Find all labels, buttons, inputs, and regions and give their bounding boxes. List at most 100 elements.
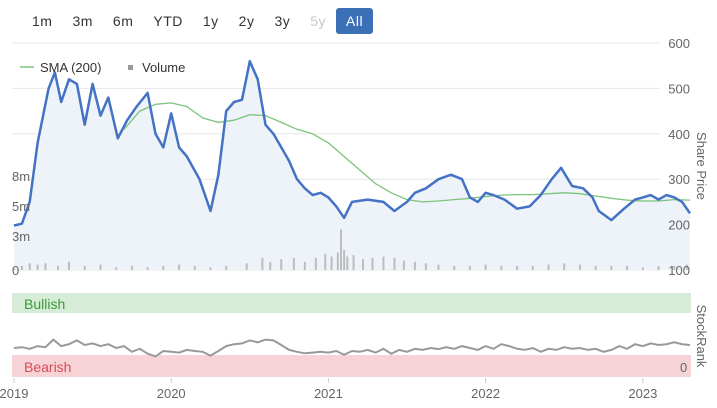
volume-bar — [209, 267, 212, 270]
volume-bar — [280, 259, 283, 270]
volume-bar — [352, 255, 355, 270]
volume-bar — [330, 256, 333, 270]
volume-bar — [178, 264, 181, 270]
bearish-label: Bearish — [24, 359, 71, 375]
volume-bar — [324, 253, 327, 270]
volume-bar — [261, 257, 264, 270]
range-button-3m[interactable]: 3m — [72, 13, 93, 29]
range-selector: 1m 3m 6m YTD 1y 2y 3y 5y All — [22, 8, 374, 34]
price-area-fill — [14, 61, 690, 271]
volume-tick-label: 3m — [12, 229, 30, 244]
volume-bar — [36, 264, 39, 270]
volume-bar — [99, 264, 102, 270]
volume-bar — [245, 263, 248, 270]
volume-bar — [115, 267, 118, 270]
x-tick-label: 2022 — [471, 386, 500, 401]
volume-bar — [547, 264, 550, 270]
volume-bar — [594, 265, 597, 270]
volume-bar — [336, 252, 339, 270]
range-button-all[interactable]: All — [336, 8, 374, 34]
x-tick-label: 2020 — [157, 386, 186, 401]
stockrank-zero-tick: 0 — [680, 360, 687, 375]
range-button-3y[interactable]: 3y — [274, 13, 291, 29]
volume-bar — [484, 264, 487, 270]
price-tick-label: 200 — [668, 218, 690, 233]
volume-bar — [269, 261, 272, 270]
volume-bar — [468, 265, 471, 270]
volume-bar — [83, 265, 86, 270]
x-tick-label: 2021 — [314, 386, 343, 401]
volume-bar — [685, 264, 688, 270]
volume-bar — [314, 257, 317, 270]
range-button-1y[interactable]: 1y — [202, 13, 219, 29]
volume-tick-label: 8m — [12, 169, 30, 184]
volume-axis: 8m 5m 3m 0 — [12, 169, 30, 278]
bearish-band — [12, 355, 691, 377]
volume-bar — [162, 265, 165, 270]
range-button-2y[interactable]: 2y — [238, 13, 255, 29]
price-tick-label: 300 — [668, 172, 690, 187]
volume-bar — [437, 264, 440, 270]
volume-bar — [20, 265, 23, 270]
legend-sma-label: SMA (200) — [40, 60, 101, 75]
bullish-band — [12, 293, 691, 313]
volume-bar — [413, 261, 416, 270]
volume-bar — [673, 265, 676, 270]
range-button-ytd[interactable]: YTD — [153, 13, 183, 29]
volume-bar — [28, 263, 31, 270]
volume-bar — [453, 265, 456, 270]
range-button-5y: 5y — [310, 13, 327, 29]
stockrank-line-path — [13, 338, 691, 358]
x-tick-label: 2023 — [628, 386, 657, 401]
volume-bar — [382, 256, 385, 270]
volume-bar — [610, 265, 613, 270]
volume-bar — [657, 265, 660, 270]
sma-line — [123, 102, 691, 203]
volume-bar — [292, 257, 295, 270]
price-area-path — [14, 61, 690, 271]
price-axis-title: Share Price — [694, 132, 709, 200]
volume-bars — [13, 229, 688, 270]
volume-bar — [402, 260, 405, 270]
volume-bar — [57, 265, 60, 270]
price-tick-label: 400 — [668, 127, 690, 142]
volume-bar — [578, 264, 581, 270]
price-tick-label: 500 — [668, 81, 690, 96]
volume-bar — [362, 259, 365, 270]
volume-bar — [146, 267, 149, 270]
volume-bar — [626, 265, 629, 270]
volume-bar — [303, 261, 306, 270]
volume-bar — [500, 265, 503, 270]
volume-bar — [346, 256, 349, 270]
volume-bar — [343, 249, 346, 270]
bullish-label: Bullish — [24, 296, 65, 312]
volume-bar — [44, 263, 47, 270]
x-axis: 2019 2020 2021 2022 2023 — [0, 378, 657, 401]
volume-bar — [563, 263, 566, 270]
price-line — [13, 59, 692, 227]
volume-tick-label: 5m — [12, 199, 30, 214]
volume-bar — [130, 265, 133, 270]
volume-bar — [13, 268, 15, 270]
range-button-1m[interactable]: 1m — [32, 13, 53, 29]
range-button-6m[interactable]: 6m — [112, 13, 134, 29]
legend-volume-label: Volume — [142, 60, 185, 75]
price-tick-label: 100 — [668, 263, 690, 278]
legend-volume-swatch — [128, 65, 133, 70]
stockrank-line — [13, 338, 691, 358]
volume-bar — [516, 265, 519, 270]
price-tick-label: 600 — [668, 36, 690, 51]
price-line-path — [13, 59, 692, 227]
volume-bar — [225, 265, 228, 270]
volume-bar — [193, 265, 196, 270]
price-axis: 600 500 400 300 200 100 — [668, 36, 690, 278]
stockrank-axis-title: StockRank — [694, 305, 709, 368]
volume-bar — [531, 265, 534, 270]
volume-bar — [641, 267, 644, 270]
legend: SMA (200) Volume — [20, 60, 185, 75]
volume-tick-label: 0 — [12, 263, 19, 278]
volume-bar — [371, 257, 374, 270]
sma-line-path — [123, 102, 691, 203]
volume-bar — [393, 257, 396, 270]
